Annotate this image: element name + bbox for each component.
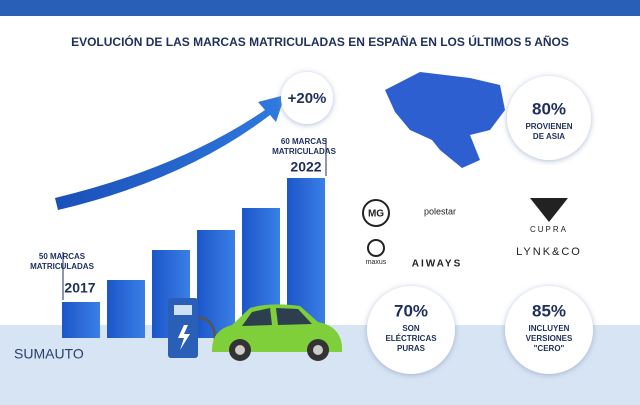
growth: +20% — [288, 90, 327, 107]
growth-arrow — [55, 95, 285, 210]
stat-label: DE ASIA — [533, 132, 565, 141]
stat-value: 85% — [532, 301, 566, 320]
asia-map — [385, 72, 505, 168]
brand: maxus — [366, 259, 387, 266]
bar — [107, 280, 145, 338]
stat-circle — [505, 286, 593, 374]
stat-circle — [367, 286, 455, 374]
brand: AIWAYS — [412, 259, 463, 270]
stat-label: INCLUYEN — [529, 324, 570, 333]
stat-label: PURAS — [397, 344, 426, 353]
brand-logos: MG polestar maxus AIWAYS CUPRA LYNK&CO — [362, 198, 582, 270]
end-year: 2022 — [290, 159, 321, 175]
logo: SUMAUTO — [14, 346, 84, 362]
stat-value: 70% — [394, 301, 428, 320]
car — [212, 304, 342, 361]
end-label: 60 MARCAS — [281, 137, 328, 146]
stat-label: VERSIONES — [526, 334, 573, 343]
growth-circle — [281, 72, 333, 124]
stat-label: PROVIENEN — [525, 122, 572, 131]
charger — [168, 298, 228, 358]
top-band — [0, 0, 640, 16]
start-label: MATRICULADAS — [30, 262, 95, 271]
stat-label: "CERO" — [534, 344, 565, 353]
bar — [197, 230, 235, 338]
stat-value: 80% — [532, 99, 566, 118]
brand: LYNK&CO — [516, 246, 582, 258]
stat-circle — [507, 76, 591, 160]
title: EVOLUCIÓN DE LAS MARCAS MATRICULADAS EN … — [71, 34, 569, 49]
stat-label: ELÉCTRICAS — [385, 334, 437, 343]
start-label: 50 MARCAS — [39, 252, 86, 261]
bar — [62, 302, 100, 338]
brand: CUPRA — [530, 225, 568, 234]
start-year: 2017 — [64, 280, 95, 296]
end-label: MATRICULADAS — [272, 147, 337, 156]
stat-label: SON — [402, 324, 420, 333]
brand: MG — [368, 209, 384, 220]
brand: polestar — [424, 206, 456, 216]
